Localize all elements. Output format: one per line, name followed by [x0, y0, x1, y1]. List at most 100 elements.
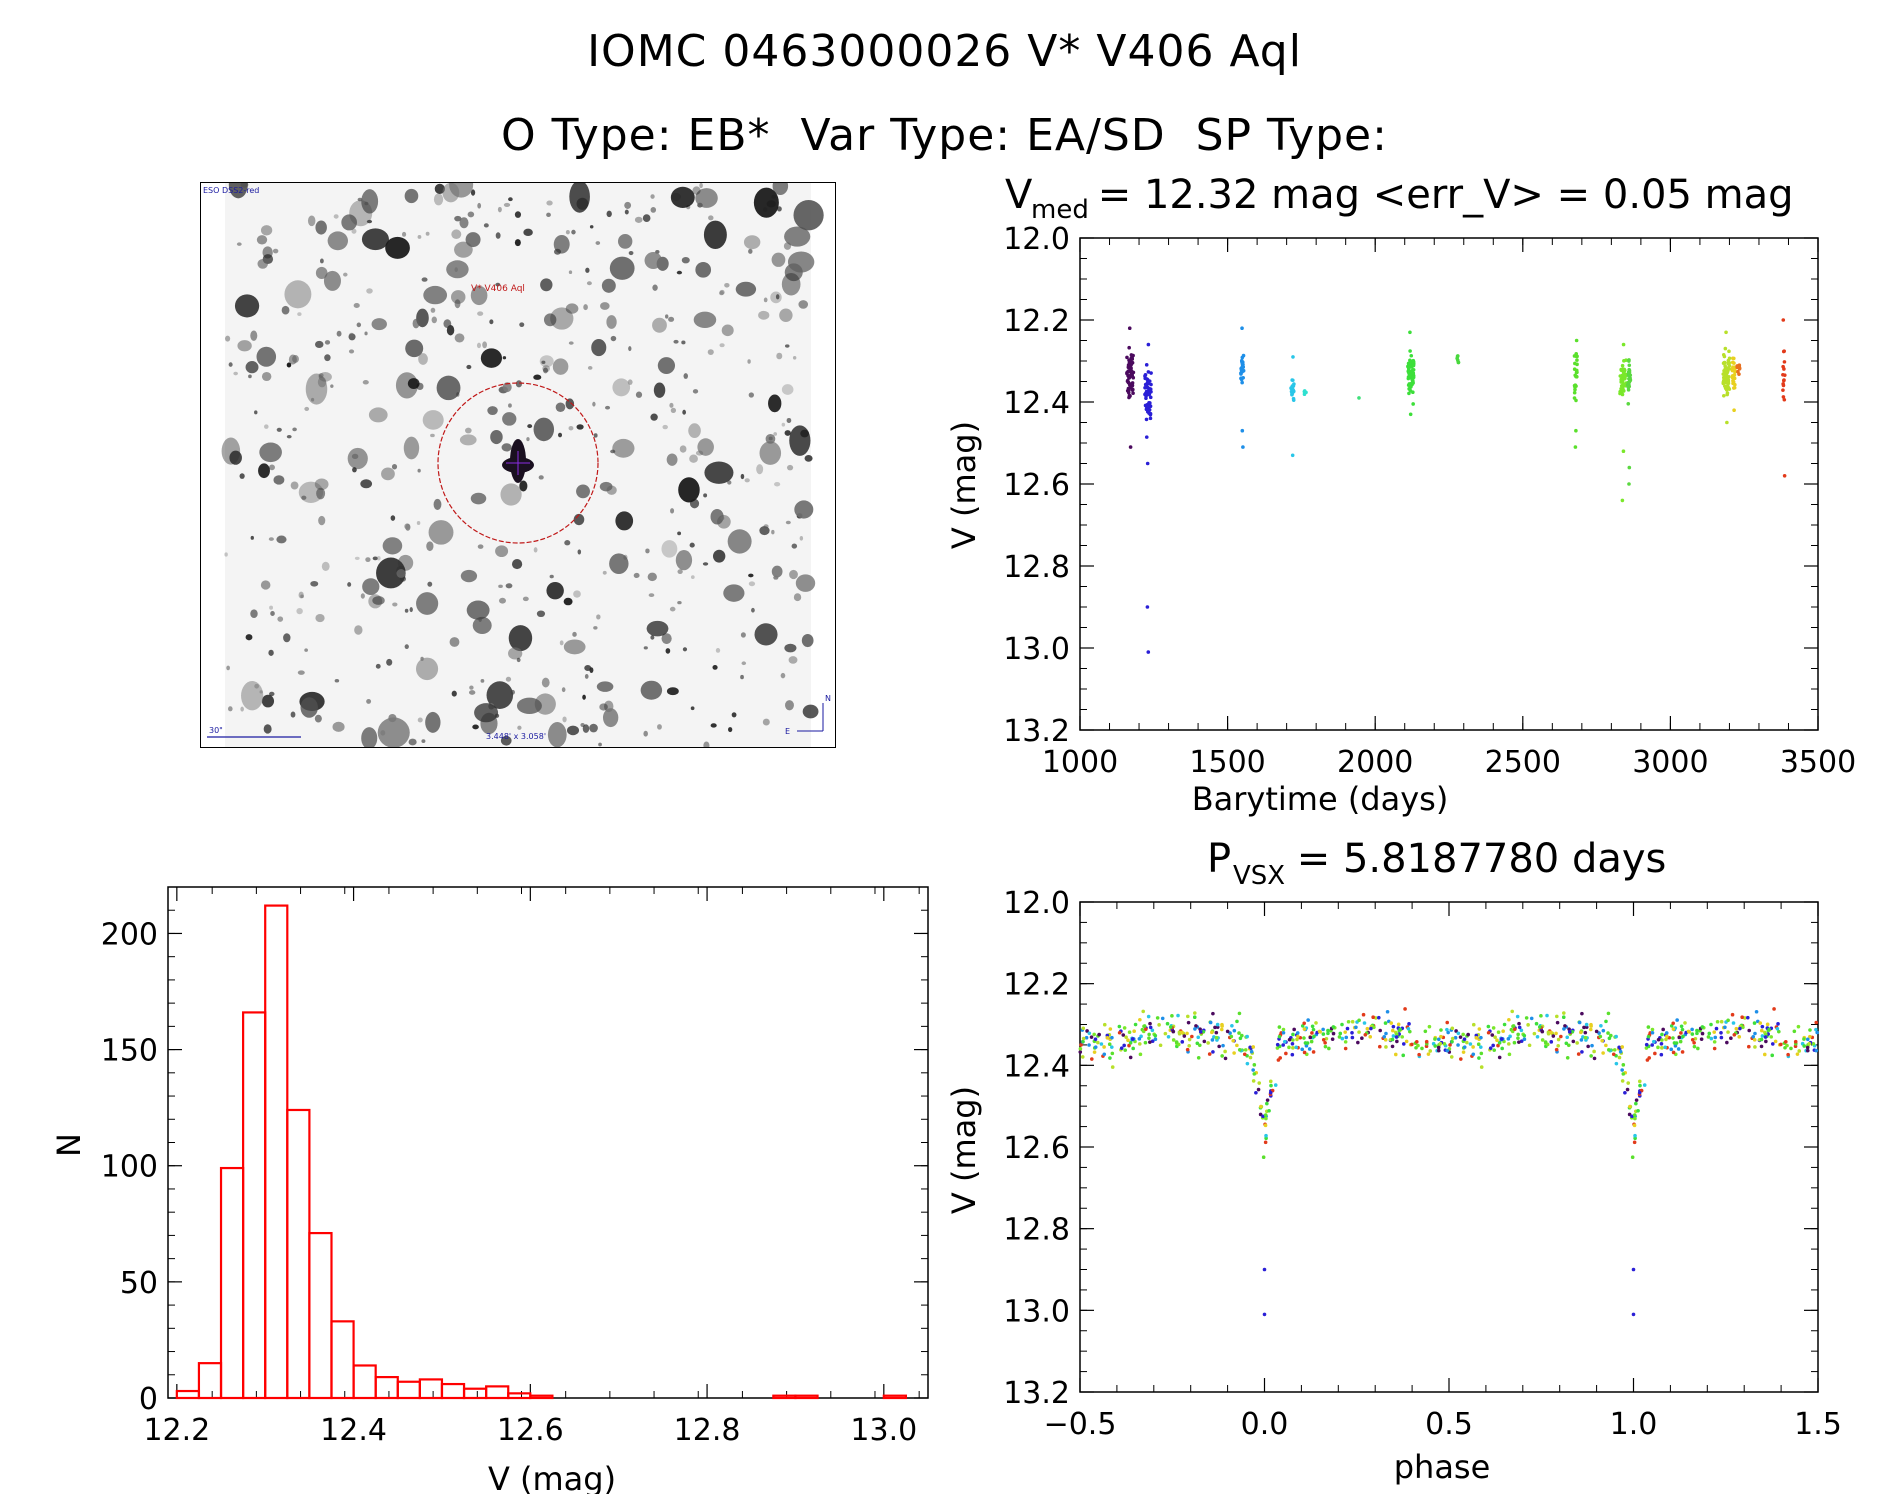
phased-point: [1540, 1024, 1545, 1029]
lightcurve-point: [1147, 403, 1151, 407]
lightcurve-point: [1574, 370, 1579, 375]
lightcurve-point: [1240, 326, 1244, 331]
lightcurve-point: [1574, 398, 1578, 403]
finder-star: [250, 609, 258, 619]
lightcurve-point: [1145, 377, 1150, 382]
lightcurve-point: [1725, 375, 1729, 380]
phased-point: [1093, 1037, 1098, 1042]
lightcurve-point: [1290, 391, 1295, 396]
phased-point: [1105, 1036, 1110, 1040]
finder-star: [763, 524, 769, 529]
phased-point: [1130, 1037, 1135, 1041]
finder-star: [356, 322, 362, 328]
x-tick-label: 2500: [1485, 745, 1561, 780]
phased-point: [1277, 1037, 1281, 1041]
finder-star: [650, 207, 657, 213]
finder-star: [676, 270, 683, 275]
phased-point: [1370, 1023, 1375, 1028]
phased-point: [1433, 1035, 1438, 1040]
lightcurve-point: [1782, 397, 1787, 402]
phased-point: [1403, 1007, 1407, 1011]
phased-point: [1741, 1025, 1745, 1030]
lightcurve-point: [1725, 385, 1729, 390]
phased-point: [1634, 1101, 1638, 1106]
finder-star: [316, 487, 326, 500]
finder-star: [348, 332, 355, 338]
lightcurve-point: [1241, 445, 1245, 449]
phased-point: [1805, 1037, 1810, 1042]
finder-star: [783, 242, 792, 250]
finder-star: [483, 223, 489, 228]
phased-point: [1123, 1048, 1128, 1052]
finder-star: [669, 402, 674, 408]
phased-point: [1779, 1042, 1783, 1047]
phased-point: [1223, 1056, 1228, 1061]
finder-star: [415, 657, 439, 681]
phased-point: [1492, 1048, 1497, 1052]
lightcurve-point: [1723, 366, 1728, 371]
finder-star: [771, 252, 786, 267]
phased-point: [1692, 1040, 1696, 1045]
phased-point: [1488, 1029, 1492, 1033]
phased-point: [1660, 1038, 1664, 1042]
phased-point: [1753, 1031, 1757, 1036]
phased-point: [1304, 1026, 1309, 1030]
phased-point: [1338, 1031, 1343, 1036]
finder-star: [401, 231, 407, 237]
finder-star: [318, 372, 332, 382]
phased-point: [1417, 1052, 1421, 1057]
lightcurve-axes: 1000 1500 2000 2500 3000 350012.012.212.412.6…: [1003, 222, 1856, 780]
phased-point: [1171, 1029, 1176, 1034]
phased-point: [1281, 1030, 1286, 1035]
phased-point: [1268, 1090, 1273, 1095]
lightcurve-point: [1148, 404, 1153, 409]
phased-point: [1321, 1032, 1326, 1036]
phased-point: [1176, 1013, 1180, 1018]
lightcurve-point: [1148, 401, 1152, 405]
finder-star: [466, 600, 490, 620]
lightcurve-point: [1410, 362, 1415, 366]
phased-point: [1376, 1015, 1381, 1020]
lightcurve-point: [1409, 364, 1413, 368]
phased-point: [1793, 1041, 1798, 1046]
phased-point: [1087, 1043, 1091, 1047]
finder-star: [352, 467, 357, 473]
lightcurve-point: [1146, 370, 1151, 374]
phased-point: [1130, 1037, 1134, 1042]
lightcurve-point: [1130, 374, 1134, 379]
phased-point: [1812, 1043, 1817, 1048]
phased-point: [1275, 1046, 1280, 1050]
phased-point: [1793, 1039, 1798, 1044]
scale-label: 30": [209, 726, 223, 735]
phased-point: [1521, 1032, 1525, 1037]
phased-point: [1235, 1019, 1239, 1024]
finder-star: [348, 333, 356, 341]
phased-point: [1808, 1028, 1812, 1032]
lightcurve-point: [1411, 371, 1415, 376]
phased-point: [1397, 1028, 1402, 1033]
lightcurve-point: [1291, 398, 1296, 402]
phased-point: [1653, 1040, 1657, 1044]
lightcurve-point: [1145, 377, 1149, 381]
lightcurve-point: [1727, 387, 1732, 391]
phased-point: [1540, 1029, 1545, 1034]
phased-point: [1646, 1037, 1650, 1041]
phased-point: [1606, 1011, 1611, 1016]
phased-point: [1382, 1034, 1387, 1039]
phased-point: [1517, 1025, 1522, 1030]
lightcurve-point: [1573, 383, 1578, 388]
lightcurve-point: [1406, 364, 1410, 369]
phased-point: [1519, 1028, 1524, 1033]
lightcurve-point: [1628, 373, 1633, 377]
finder-star: [324, 340, 331, 345]
lightcurve-point: [1240, 360, 1245, 364]
lightcurve-point: [1126, 373, 1130, 378]
finder-star: [248, 374, 252, 379]
lightcurve-point: [1406, 375, 1411, 379]
phased-point: [1805, 1048, 1810, 1053]
lightcurve-point: [1145, 403, 1150, 408]
finder-star: [720, 516, 725, 521]
lightcurve-point: [1625, 383, 1630, 387]
lightcurve-points: [1125, 318, 1787, 654]
phased-point: [1566, 1043, 1571, 1048]
